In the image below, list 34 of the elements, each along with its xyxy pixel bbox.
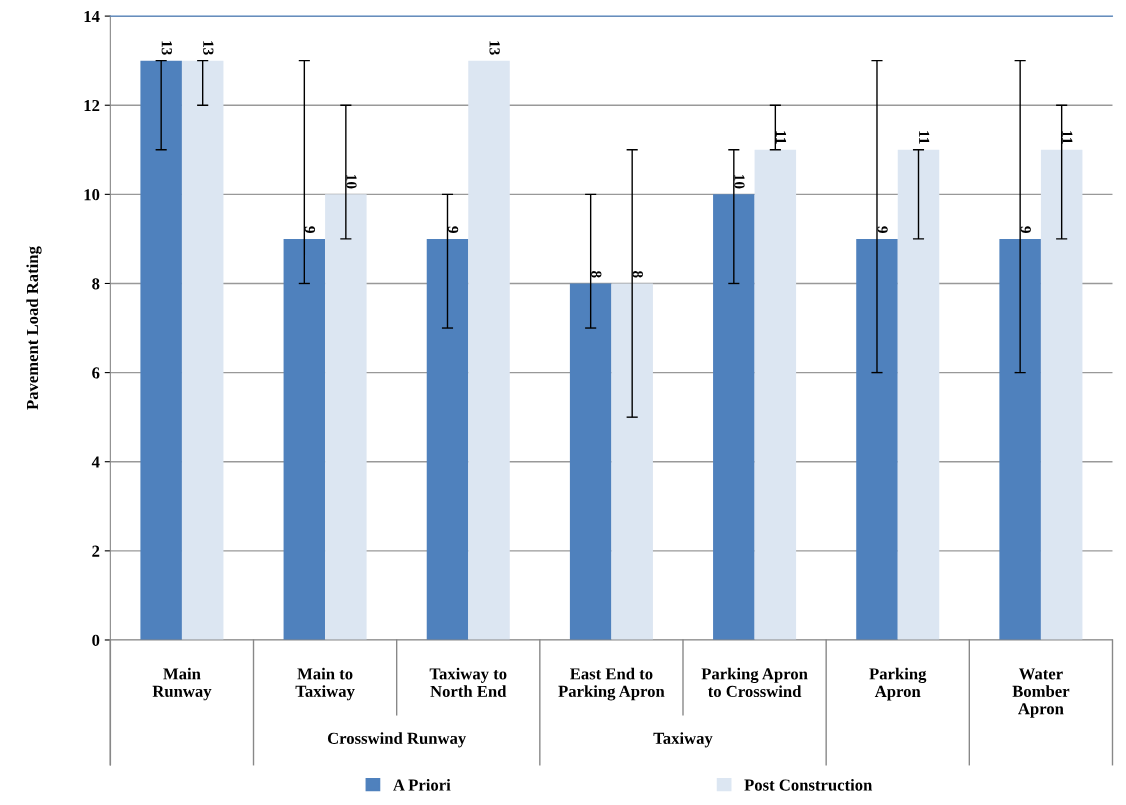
data-label: 9 [1020, 226, 1031, 234]
y-tick-label: 8 [92, 278, 100, 290]
x-tick-label: Main to Taxiway [295, 667, 355, 701]
x-tick-label: East End to Parking Apron [558, 667, 665, 701]
x-tick-label: Parking Apron [869, 667, 927, 701]
y-tick-label: 14 [84, 10, 100, 22]
x-tick-label: Main Runway [152, 667, 212, 701]
x-tick-label: Water Bomber Apron [1012, 668, 1070, 718]
data-label: 9 [447, 226, 459, 234]
y-axis-title: Pavement Load Rating [26, 246, 42, 410]
data-label: 8 [632, 271, 643, 278]
data-label: 10 [346, 174, 357, 189]
x-tick-label: Taxiway to North End [429, 667, 507, 697]
y-tick-label: 4 [91, 456, 100, 468]
data-label: 11 [775, 131, 787, 144]
legend-label: A Priori [393, 778, 451, 791]
data-label: 13 [489, 41, 500, 55]
data-label: 9 [304, 226, 316, 234]
y-tick-label: 2 [92, 545, 100, 557]
legend-label: Post Construction [744, 778, 873, 791]
y-tick-label: 10 [84, 189, 100, 201]
y-tick-label: 0 [92, 634, 100, 646]
data-label: 13 [203, 41, 214, 55]
data-label: 10 [734, 174, 745, 189]
data-label: 13 [161, 41, 172, 55]
data-label: 11 [1062, 131, 1073, 144]
y-tick-label: 12 [84, 99, 100, 112]
x-tick-label: Parking Apron to Crosswind [701, 667, 808, 698]
data-label: 8 [591, 271, 602, 278]
text: Taxiway [653, 732, 713, 748]
data-label: 11 [919, 131, 930, 144]
data-label: 9 [877, 226, 888, 234]
text: Crosswind Runway [327, 732, 467, 748]
y-tick-label: 6 [92, 367, 100, 379]
